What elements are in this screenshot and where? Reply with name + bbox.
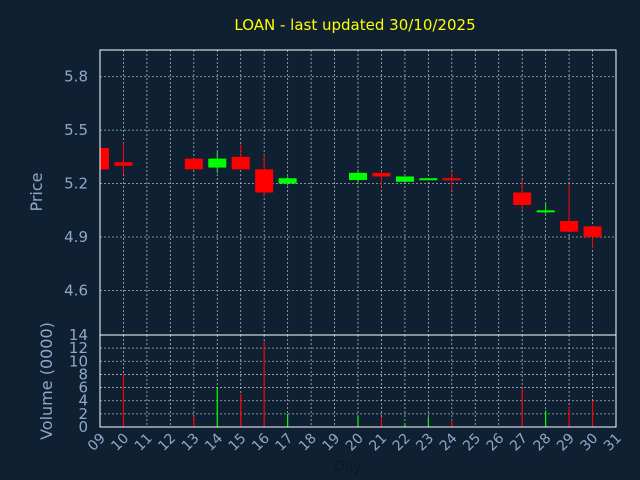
volume-tick-label: 10	[69, 352, 88, 370]
price-tick-label: 5.2	[64, 175, 88, 193]
x-tick-label: 10	[108, 431, 132, 455]
x-tick-label: 23	[413, 431, 437, 455]
candle-body	[419, 178, 438, 181]
volume-tick-label: 8	[78, 365, 88, 383]
candle-body	[255, 169, 274, 193]
price-tick-label: 4.6	[64, 281, 88, 299]
x-tick-label: 27	[507, 431, 531, 455]
candle-body	[536, 210, 555, 213]
x-tick-label: 26	[484, 430, 508, 454]
volume-tick-label: 4	[78, 392, 88, 410]
x-tick-label: 24	[437, 430, 461, 454]
x-tick-label: 12	[155, 431, 179, 455]
x-tick-label: 16	[249, 430, 273, 454]
price-panel: 4.6 4.9 5.2 5.5 5.8	[64, 49, 617, 336]
volume-tick-label: 12	[69, 339, 88, 357]
price-tick-label: 5.8	[64, 68, 88, 86]
x-tick-label: 14	[202, 430, 226, 454]
candle-body	[114, 162, 133, 166]
candle-body	[349, 172, 367, 181]
x-tick-label: 15	[226, 431, 250, 455]
x-tick-label: 22	[390, 431, 414, 455]
candle-body	[583, 226, 602, 238]
chart-title: LOAN - last updated 30/10/2025	[234, 16, 475, 34]
x-tick-label: 13	[179, 431, 203, 455]
x-tick-label: 17	[273, 431, 297, 455]
volume-tick-label: 0	[78, 418, 88, 436]
candle-body	[395, 176, 414, 182]
candle-body	[372, 172, 391, 177]
candle-body	[208, 158, 227, 168]
candle-body	[100, 147, 109, 170]
volume-axis-label: Volume (0000)	[37, 322, 56, 440]
volume-tick-label: 2	[78, 405, 88, 423]
volume-tick-label: 14	[69, 326, 88, 344]
x-tick-label: 18	[296, 431, 320, 455]
x-tick-label: 20	[343, 431, 367, 455]
candle-body	[278, 178, 297, 184]
x-tick-label: 29	[554, 431, 578, 455]
candle-body	[184, 158, 203, 170]
x-tick-label: 25	[460, 431, 484, 455]
x-tick-label: 09	[85, 431, 109, 455]
volume-frame	[99, 334, 617, 428]
price-frame	[99, 49, 617, 336]
price-tick-label: 4.9	[64, 228, 88, 246]
volume-tick-label: 6	[78, 379, 88, 397]
price-axis-label: Price	[27, 172, 46, 211]
candle-body	[442, 178, 461, 181]
x-tick-label: 11	[132, 431, 156, 455]
x-tick-label: 31	[601, 431, 625, 455]
x-axis-label: Day	[334, 459, 362, 475]
price-tick-label: 5.5	[64, 121, 88, 139]
x-tick-label: 19	[319, 431, 343, 455]
x-tick-label: 28	[531, 431, 555, 455]
candle-body	[513, 192, 532, 205]
x-tick-label: 30	[577, 431, 601, 455]
x-tick-label: 21	[366, 431, 390, 455]
candle-body	[560, 221, 579, 232]
candle-body	[231, 156, 250, 170]
